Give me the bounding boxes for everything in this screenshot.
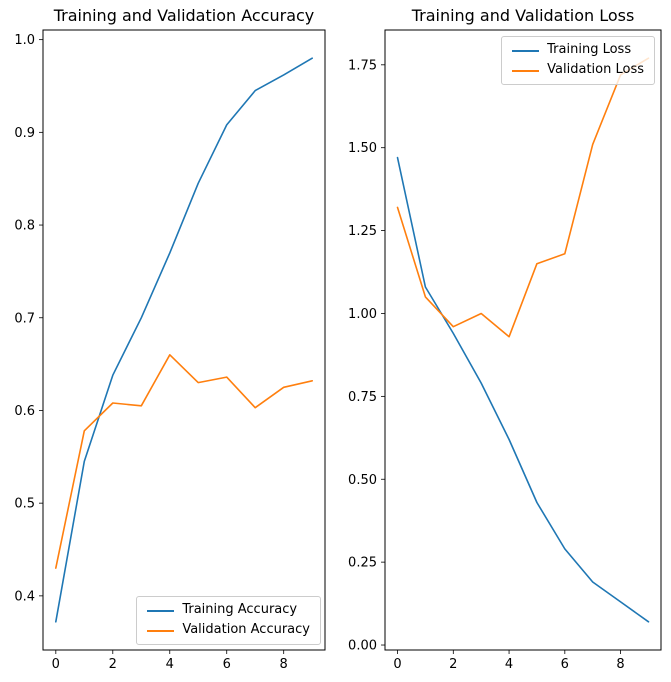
legend-item-training-loss: Training Loss: [512, 42, 644, 57]
loss-axes-frame: [384, 29, 662, 651]
x-tick-label: 8: [616, 657, 624, 672]
legend-item-validation-loss: Validation Loss: [512, 62, 644, 77]
x-tick-label: 2: [109, 657, 117, 672]
legend-item-validation-accuracy: Validation Accuracy: [147, 622, 310, 637]
legend-label: Validation Loss: [547, 62, 644, 77]
x-tick-label: 4: [505, 657, 513, 672]
y-tick-label: 1.75: [348, 58, 377, 73]
accuracy-legend: Training Accuracy Validation Accuracy: [136, 596, 321, 645]
training-loss-line-swatch: [512, 49, 540, 52]
y-tick-label: 1.00: [348, 307, 377, 322]
y-tick-label: 0.5: [14, 497, 35, 512]
y-tick-label: 0.6: [14, 404, 35, 419]
legend-item-training-accuracy: Training Accuracy: [147, 602, 310, 617]
accuracy-line-validation-accuracy: [54, 353, 314, 569]
legend-label: Training Accuracy: [182, 602, 298, 617]
loss-legend: Training Loss Validation Loss: [501, 36, 655, 85]
y-tick-label: 0.7: [14, 311, 35, 326]
accuracy-chart-title: Training and Validation Accuracy: [53, 6, 315, 25]
y-tick-label: 1.0: [14, 33, 35, 48]
x-tick-label: 8: [280, 657, 288, 672]
x-tick-label: 6: [223, 657, 231, 672]
loss-line-training-loss: [396, 156, 650, 623]
x-tick-label: 6: [561, 657, 569, 672]
x-tick-label: 0: [52, 657, 60, 672]
legend-label: Validation Accuracy: [182, 622, 310, 637]
y-tick-label: 1.25: [348, 224, 377, 239]
y-tick-label: 0.9: [14, 126, 35, 141]
x-tick-label: 0: [393, 657, 401, 672]
loss-line-validation-loss: [396, 57, 650, 338]
accuracy-line-training-accuracy: [54, 57, 314, 623]
y-tick-label: 0.25: [348, 556, 377, 571]
x-tick-label: 2: [449, 657, 457, 672]
validation-loss-line-swatch: [512, 69, 540, 72]
y-tick-label: 0.50: [348, 473, 377, 488]
y-tick-label: 0.75: [348, 390, 377, 405]
validation-accuracy-line-swatch: [147, 629, 175, 632]
y-tick-label: 0.8: [14, 219, 35, 234]
legend-label: Training Loss: [547, 42, 632, 57]
training-accuracy-line-swatch: [147, 609, 175, 612]
accuracy-axes-frame: [42, 29, 326, 651]
y-tick-label: 0.4: [14, 589, 35, 604]
y-tick-label: 1.50: [348, 141, 377, 156]
x-tick-label: 4: [166, 657, 174, 672]
y-tick-label: 0.00: [348, 639, 377, 654]
loss-chart-title: Training and Validation Loss: [411, 6, 635, 25]
